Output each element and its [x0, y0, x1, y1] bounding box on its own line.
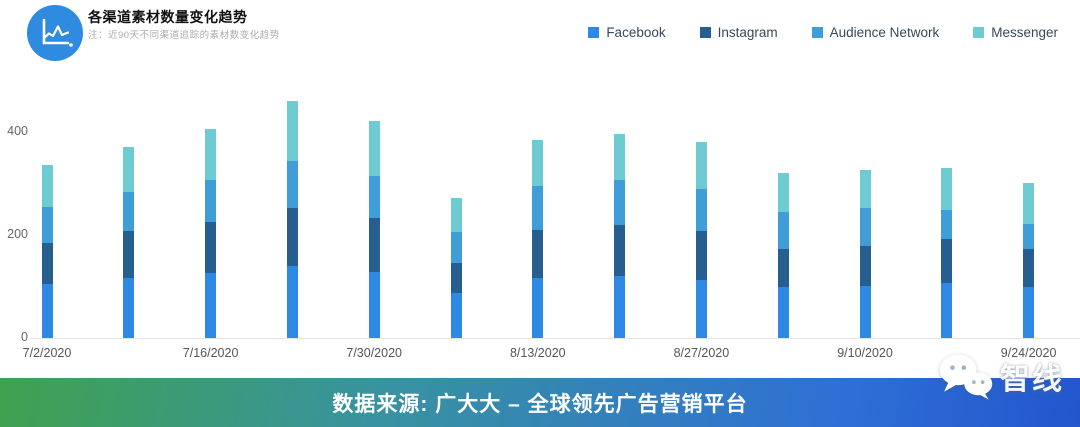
bar-segment-facebook[interactable]	[941, 282, 953, 338]
stacked-bar-8/20/2020[interactable]	[614, 133, 626, 338]
bar-segment-instagram[interactable]	[41, 243, 53, 284]
legend-label: Audience Network	[829, 25, 940, 40]
x-axis-tick-label: 8/13/2020	[509, 346, 566, 360]
bar-segment-instagram[interactable]	[123, 231, 135, 278]
data-source-text: 数据来源: 广大大 – 全球领先广告营销平台	[332, 392, 748, 416]
y-axis-tick-label: 0	[21, 330, 28, 344]
stacked-bar-7/23/2020[interactable]	[286, 101, 298, 338]
y-axis-tick-label: 400	[7, 124, 28, 138]
bar-segment-audience-network[interactable]	[286, 160, 298, 209]
bar-segment-messenger[interactable]	[41, 165, 53, 207]
legend-label: Messenger	[991, 25, 1058, 40]
stacked-bar-8/13/2020[interactable]	[532, 140, 544, 338]
stacked-bar-9/24/2020[interactable]	[1023, 183, 1035, 338]
bar-segment-facebook[interactable]	[614, 275, 626, 338]
bar-segment-audience-network[interactable]	[205, 179, 217, 222]
bar-segment-messenger[interactable]	[1023, 183, 1035, 224]
bar-segment-facebook[interactable]	[859, 286, 871, 338]
x-axis-tick-label: 7/16/2020	[182, 346, 239, 360]
bar-segment-audience-network[interactable]	[1023, 223, 1035, 250]
bar-segment-instagram[interactable]	[941, 239, 953, 283]
bar-segment-messenger[interactable]	[941, 168, 953, 210]
stacked-bar-9/3/2020[interactable]	[777, 173, 789, 338]
page-subtitle: 注：近90天不同渠道追踪的素材数变化趋势	[88, 30, 280, 41]
stacked-bar-7/16/2020[interactable]	[205, 129, 217, 338]
chart-legend: Facebook Instagram Audience Network Messeng…	[588, 25, 1058, 40]
legend-item-facebook[interactable]: Facebook	[588, 25, 666, 40]
bar-segment-audience-network[interactable]	[941, 209, 953, 240]
bar-segment-messenger[interactable]	[368, 121, 380, 176]
bar-segment-instagram[interactable]	[286, 208, 298, 266]
legend-label: Instagram	[717, 25, 778, 40]
legend-item-instagram[interactable]: Instagram	[699, 25, 778, 40]
bar-segment-instagram[interactable]	[368, 218, 380, 272]
x-axis-tick-label: 9/24/2020	[1000, 346, 1057, 360]
y-axis-tick-label: 200	[7, 227, 28, 241]
bar-segment-messenger[interactable]	[859, 169, 871, 209]
wechat-icon	[939, 354, 993, 400]
bar-segment-audience-network[interactable]	[41, 206, 53, 244]
bar-segment-facebook[interactable]	[205, 272, 217, 338]
bar-segment-messenger[interactable]	[614, 133, 626, 180]
stacked-bar-8/6/2020[interactable]	[450, 198, 462, 338]
bar-segment-audience-network[interactable]	[450, 232, 462, 263]
bar-segment-audience-network[interactable]	[695, 189, 707, 232]
bar-segment-audience-network[interactable]	[614, 179, 626, 225]
bar-segment-facebook[interactable]	[286, 265, 298, 338]
stacked-bar-7/9/2020[interactable]	[123, 146, 135, 338]
page-title: 各渠道素材数量变化趋势	[88, 9, 248, 25]
x-axis-line	[30, 338, 1080, 339]
x-axis-tick-label: 7/30/2020	[346, 346, 402, 360]
bar-segment-facebook[interactable]	[1023, 286, 1035, 338]
bar-segment-instagram[interactable]	[532, 229, 544, 279]
legend-swatch	[588, 27, 600, 38]
bar-segment-facebook[interactable]	[695, 279, 707, 338]
stacked-bar-9/10/2020[interactable]	[859, 169, 871, 338]
legend-swatch	[973, 27, 985, 38]
legend-item-audience-network[interactable]: Audience Network	[811, 25, 940, 40]
bar-segment-messenger[interactable]	[777, 173, 789, 213]
bar-segment-audience-network[interactable]	[859, 208, 871, 246]
bar-segment-messenger[interactable]	[286, 101, 298, 161]
bar-segment-messenger[interactable]	[205, 129, 217, 180]
x-axis-tick-label: 7/2/2020	[22, 346, 72, 360]
bar-segment-messenger[interactable]	[532, 140, 544, 186]
bar-segment-audience-network[interactable]	[532, 185, 544, 230]
x-axis-tick-label: 9/10/2020	[837, 346, 893, 360]
bar-segment-instagram[interactable]	[450, 262, 462, 294]
bar-segment-audience-network[interactable]	[368, 175, 380, 219]
legend-swatch	[811, 27, 823, 38]
footer-banner: 数据来源: 广大大 – 全球领先广告营销平台	[0, 378, 1080, 427]
bar-segment-facebook[interactable]	[41, 283, 53, 338]
bar-segment-instagram[interactable]	[1023, 249, 1035, 287]
bar-segment-instagram[interactable]	[777, 249, 789, 288]
bar-segment-messenger[interactable]	[123, 146, 135, 192]
bar-segment-audience-network[interactable]	[777, 212, 789, 250]
bar-segment-instagram[interactable]	[695, 231, 707, 280]
line-chart-icon	[27, 5, 83, 61]
bar-segment-instagram[interactable]	[859, 245, 871, 286]
legend-swatch	[699, 27, 711, 38]
bar-segment-messenger[interactable]	[450, 198, 462, 233]
bar-segment-facebook[interactable]	[532, 278, 544, 338]
bar-segment-facebook[interactable]	[368, 271, 380, 338]
legend-label: Facebook	[606, 25, 666, 40]
bar-segment-facebook[interactable]	[450, 293, 462, 338]
bar-segment-facebook[interactable]	[777, 287, 789, 338]
stacked-bar-9/17/2020[interactable]	[941, 168, 953, 338]
bar-segment-audience-network[interactable]	[123, 191, 135, 232]
stacked-bar-chart	[41, 101, 1035, 338]
bar-segment-instagram[interactable]	[614, 224, 626, 276]
bar-segment-messenger[interactable]	[695, 141, 707, 190]
watermark: 智线	[938, 351, 1064, 401]
bar-segment-facebook[interactable]	[123, 277, 135, 338]
stacked-bar-7/30/2020[interactable]	[368, 121, 380, 338]
stacked-bar-7/2/2020[interactable]	[41, 165, 53, 338]
stacked-bar-8/27/2020[interactable]	[695, 141, 707, 338]
bar-segment-instagram[interactable]	[205, 221, 217, 273]
legend-item-messenger[interactable]: Messenger	[973, 25, 1058, 40]
x-axis-tick-label: 8/27/2020	[673, 346, 730, 360]
watermark-text: 智线	[1000, 363, 1064, 396]
